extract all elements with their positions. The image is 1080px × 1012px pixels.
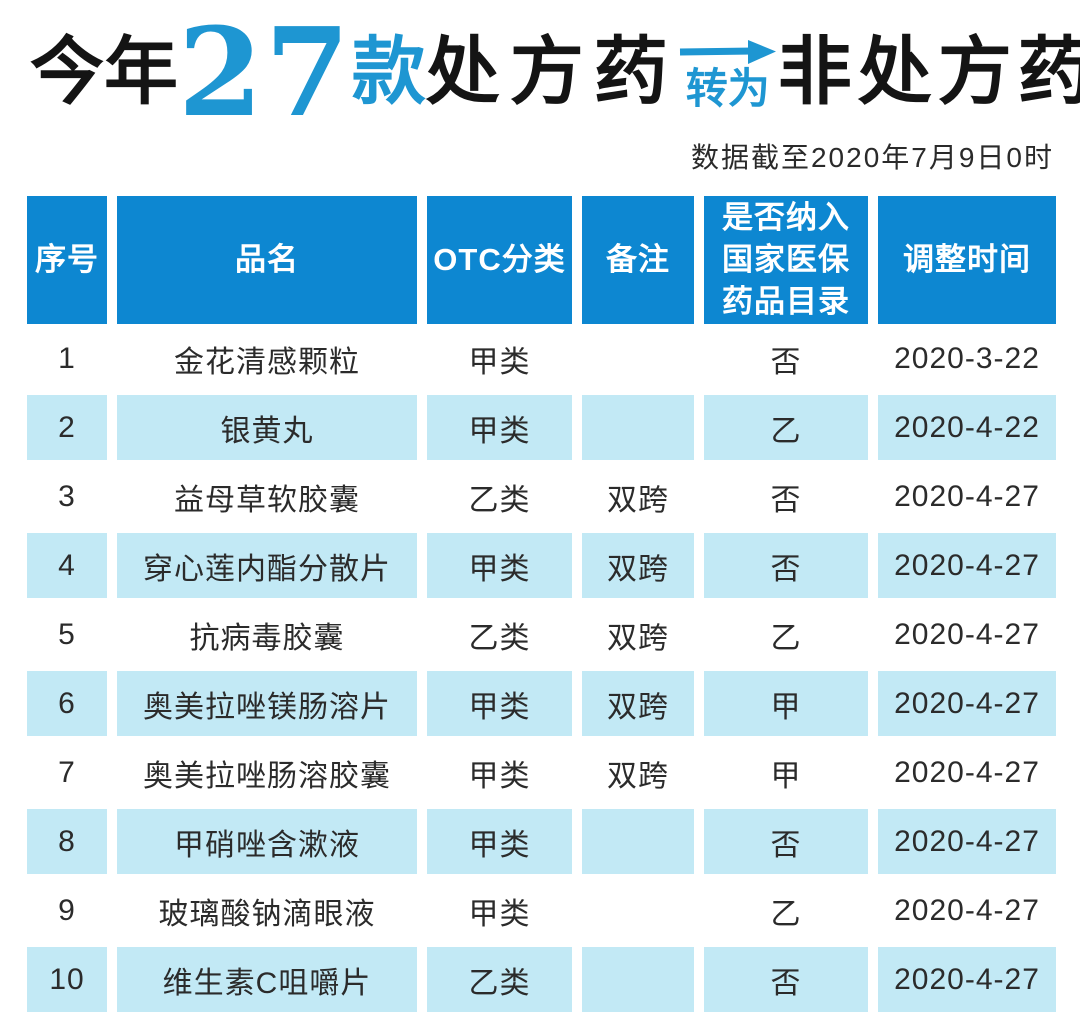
table-cell: 甲类 [468, 897, 531, 931]
title-count: 27 [178, 0, 352, 144]
table-cell: 金花清感颗粒 [174, 345, 360, 379]
title-count-unit: 款 [351, 29, 426, 115]
header-cell-name: 品名 [117, 196, 417, 324]
table-cell: 乙类 [468, 483, 531, 517]
table-cell: 双跨 [582, 533, 694, 598]
table-row: 5 抗病毒胶囊 乙类 双跨 乙 2020-4-27 [27, 600, 1056, 669]
table-header-row: 序号 品名 OTC分类 备注 是否纳入 国家医保 药品目录 调整时间 [27, 196, 1056, 324]
header-cell-remark: 备注 [582, 196, 694, 324]
table-cell [582, 395, 694, 460]
table-cell: 7 [58, 755, 76, 789]
table-cell: 2020-4-27 [878, 809, 1056, 874]
table-row: 7 奥美拉唑肠溶胶囊 甲类 双跨 甲 2020-4-27 [27, 738, 1056, 807]
page-title: 今年 27 款 处方药 转为 非处方药 [30, 0, 1080, 144]
table-row: 4 穿心莲内酯分散片 甲类 双跨否 2020-4-27 [27, 531, 1056, 600]
table-cell: 2020-4-27 [894, 617, 1040, 651]
table-cell: 穿心莲内酯分散片 [117, 533, 417, 598]
table-cell: 双跨 [582, 671, 694, 736]
table-cell: 双跨 [607, 759, 669, 793]
table-row: 9 玻璃酸钠滴眼液 甲类 乙 2020-4-27 [27, 876, 1056, 945]
table-cell: 甲硝唑含漱液 [117, 809, 417, 874]
table-cell: 双跨 [607, 621, 669, 655]
table-cell [582, 326, 694, 391]
table-cell: 奥美拉唑镁肠溶片 [117, 671, 417, 736]
table-cell: 否 [704, 947, 868, 1012]
table-row: 10 维生素C咀嚼片 乙类 否 2020-4-27 [27, 945, 1056, 1012]
data-cutoff-note: 数据截至2020年7月9日0时 [690, 142, 1054, 173]
table-cell: 益母草软胶囊 [174, 483, 360, 517]
table-cell: 抗病毒胶囊 [189, 621, 345, 655]
table-cell: 玻璃酸钠滴眼液 [158, 897, 376, 931]
arrow-group: 转为 [678, 32, 778, 112]
drug-table: 序号 品名 OTC分类 备注 是否纳入 国家医保 药品目录 调整时间 1 金花清感… [27, 196, 1056, 1012]
table-cell: 2020-4-27 [894, 893, 1040, 927]
table-cell: 否 [704, 533, 868, 598]
table-row: 2 银黄丸 甲类 乙 2020-4-22 [27, 393, 1056, 462]
table-cell: 否 [770, 483, 802, 517]
table-row: 3 益母草软胶囊 乙类 双跨 否 2020-4-27 [27, 462, 1056, 531]
table-cell: 乙 [704, 395, 868, 460]
table-cell: 4 [27, 533, 107, 598]
table-cell: 6 [27, 671, 107, 736]
table-cell: 2020-4-27 [878, 671, 1056, 736]
header-cell-otc-type: OTC分类 [427, 196, 572, 324]
table-cell: 甲类 [427, 533, 572, 598]
table-body: 1 金花清感颗粒 甲类否 2020-3-22 2 银黄丸 甲类乙 2020-4-22 3 益母草软… [27, 324, 1056, 1012]
table-cell: 5 [58, 617, 76, 651]
table-cell: 维生素C咀嚼片 [117, 947, 417, 1012]
table-cell: 2 [27, 395, 107, 460]
table-cell: 甲 [704, 671, 868, 736]
table-cell: 甲类 [468, 759, 531, 793]
table-cell: 乙 [770, 621, 802, 655]
table-cell: 2020-4-27 [878, 533, 1056, 598]
table-cell: 银黄丸 [117, 395, 417, 460]
table-cell: 乙 [770, 897, 802, 931]
table-cell: 2020-4-22 [878, 395, 1056, 460]
table-cell: 2020-3-22 [894, 341, 1040, 375]
table-cell: 甲类 [427, 671, 572, 736]
header-cell-medicare: 是否纳入 国家医保 药品目录 [704, 196, 868, 324]
table-cell [582, 947, 694, 1012]
title-otc-text: 非处方药 [777, 29, 1080, 115]
arrow-right-icon [678, 38, 778, 66]
table-cell: 乙类 [468, 621, 531, 655]
table-cell: 9 [58, 893, 76, 927]
arrow-label: 转为 [685, 63, 770, 113]
table-cell: 双跨 [607, 483, 669, 517]
table-cell: 否 [770, 345, 802, 379]
table-cell: 3 [58, 479, 76, 513]
title-rx-text: 处方药 [425, 29, 678, 115]
header-cell-date: 调整时间 [878, 196, 1056, 324]
table-cell [582, 878, 694, 943]
header-cell-seq: 序号 [27, 196, 107, 324]
table-cell: 甲类 [427, 809, 572, 874]
header-area: 今年 27 款 处方药 转为 非处方药 数据截至2020年7月9日0时 [0, 0, 1080, 176]
table-cell [582, 809, 694, 874]
table-row: 6 奥美拉唑镁肠溶片 甲类 双跨甲 2020-4-27 [27, 669, 1056, 738]
table-cell: 10 [27, 947, 107, 1012]
table-cell: 甲类 [427, 395, 572, 460]
table-cell: 2020-4-27 [894, 479, 1040, 513]
table-cell: 乙类 [427, 947, 572, 1012]
table-cell: 1 [58, 341, 76, 375]
table-cell: 甲 [770, 759, 802, 793]
title-prefix: 今年 [30, 29, 178, 115]
table-cell: 2020-4-27 [894, 755, 1040, 789]
table-cell: 甲类 [468, 345, 531, 379]
table-cell: 否 [704, 809, 868, 874]
table-row: 1 金花清感颗粒 甲类 否 2020-3-22 [27, 324, 1056, 393]
table-cell: 奥美拉唑肠溶胶囊 [143, 759, 391, 793]
table-cell: 8 [27, 809, 107, 874]
table-cell: 2020-4-27 [878, 947, 1056, 1012]
table-row: 8 甲硝唑含漱液 甲类 否 2020-4-27 [27, 807, 1056, 876]
